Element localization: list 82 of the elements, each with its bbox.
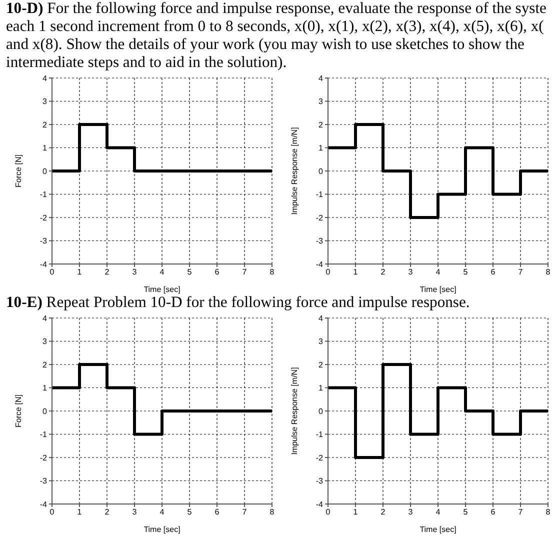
y-tick-label: -4 <box>316 500 324 509</box>
x-tick-label: 5 <box>187 268 192 277</box>
y-tick-label: 2 <box>318 360 324 370</box>
x-axis-title: Time [sec] <box>144 525 180 534</box>
x-tick-label: 0 <box>326 268 331 277</box>
x-tick-label: 2 <box>104 508 110 517</box>
y-tick-label: -1 <box>40 190 48 200</box>
y-tick-label: 4 <box>318 74 324 83</box>
x-tick-label: 5 <box>463 268 468 277</box>
y-tick-label: 2 <box>42 120 48 130</box>
x-tick-label: 1 <box>77 268 82 277</box>
y-tick-label: -2 <box>316 213 324 222</box>
x-tick-label: 2 <box>380 508 386 517</box>
x-tick-label: 2 <box>104 268 110 277</box>
y-tick-label: 4 <box>318 314 324 323</box>
y-tick-label: -4 <box>40 260 48 269</box>
x-tick-label: 2 <box>380 268 386 277</box>
y-tick-label: -3 <box>316 236 324 246</box>
y-tick-label: 2 <box>318 120 324 130</box>
chart-title: 10-E) Repeat Problem 10-D for the following force and impulse response. <box>6 294 471 312</box>
x-tick-label: 0 <box>50 268 55 277</box>
y-tick-label: -3 <box>40 236 48 246</box>
x-tick-label: 8 <box>270 508 275 517</box>
y-tick-label: -1 <box>316 190 324 200</box>
y-tick-label: 1 <box>318 384 324 393</box>
y-axis-title: Impulse Response [m/N] <box>290 127 299 215</box>
y-tick-label: 1 <box>42 144 48 153</box>
x-tick-label: 7 <box>518 508 524 517</box>
x-tick-label: 1 <box>353 508 358 517</box>
x-tick-label: 5 <box>187 508 192 517</box>
x-tick-label: 0 <box>326 508 331 517</box>
y-tick-label: -4 <box>40 500 48 509</box>
y-tick-label: -1 <box>316 430 324 440</box>
x-tick-label: 6 <box>214 508 220 517</box>
x-tick-label: 0 <box>50 508 55 517</box>
y-axis-title: Impulse Response [m/N] <box>290 367 299 455</box>
x-tick-label: 6 <box>490 508 496 517</box>
chart-title: 10-D) For the following force and impulse response, evaluate the response of the syste each 1 second increment from 0 to 8 seconds, x(0), x(1), x(2), x(3), x(4), x(5), x(6), x( and x(8). Show the details of your work (you may wish to use sketches to show the intermediate steps and to aid in the solution). <box>6 0 548 72</box>
x-tick-label: 6 <box>214 268 220 277</box>
x-tick-label: 1 <box>77 508 82 517</box>
x-tick-label: 3 <box>132 268 138 277</box>
y-tick-label: 2 <box>42 360 48 370</box>
x-tick-label: 8 <box>546 508 551 517</box>
y-tick-label: 0 <box>318 166 324 176</box>
x-tick-label: 7 <box>518 268 524 277</box>
y-tick-label: 3 <box>318 97 324 106</box>
y-tick-label: 3 <box>318 337 324 346</box>
x-tick-label: 4 <box>436 268 441 277</box>
x-tick-label: 3 <box>408 268 414 277</box>
y-tick-label: -3 <box>316 476 324 486</box>
x-tick-label: 1 <box>353 268 358 277</box>
x-tick-label: 6 <box>490 268 496 277</box>
y-tick-label: 0 <box>318 406 324 416</box>
x-axis-title: Time [sec] <box>420 285 456 294</box>
x-tick-label: 5 <box>463 508 468 517</box>
y-tick-label: -2 <box>40 453 48 462</box>
x-tick-label: 7 <box>242 508 248 517</box>
y-tick-label: -1 <box>40 430 48 440</box>
y-tick-label: 4 <box>42 314 48 323</box>
x-tick-label: 3 <box>132 508 138 517</box>
y-tick-label: 4 <box>42 74 48 83</box>
y-tick-label: 3 <box>42 337 48 346</box>
x-axis-title: Time [sec] <box>144 285 180 294</box>
y-tick-label: -2 <box>40 213 48 222</box>
y-tick-label: 1 <box>42 384 48 393</box>
x-tick-label: 7 <box>242 268 248 277</box>
y-tick-label: 0 <box>42 166 48 176</box>
x-axis-title: Time [sec] <box>420 525 456 534</box>
y-tick-label: 0 <box>42 406 48 416</box>
y-axis-title: Force [N] <box>14 154 23 188</box>
y-tick-label: 3 <box>42 97 48 106</box>
x-tick-label: 3 <box>408 508 414 517</box>
x-tick-label: 4 <box>160 508 165 517</box>
y-tick-label: 1 <box>318 144 324 153</box>
y-tick-label: -2 <box>316 453 324 462</box>
x-tick-label: 4 <box>436 508 441 517</box>
x-tick-label: 4 <box>160 268 165 277</box>
x-tick-label: 8 <box>270 268 275 277</box>
y-tick-label: -4 <box>316 260 324 269</box>
y-axis-title: Force [N] <box>14 394 23 428</box>
y-tick-label: -3 <box>40 476 48 486</box>
x-tick-label: 8 <box>546 268 551 277</box>
